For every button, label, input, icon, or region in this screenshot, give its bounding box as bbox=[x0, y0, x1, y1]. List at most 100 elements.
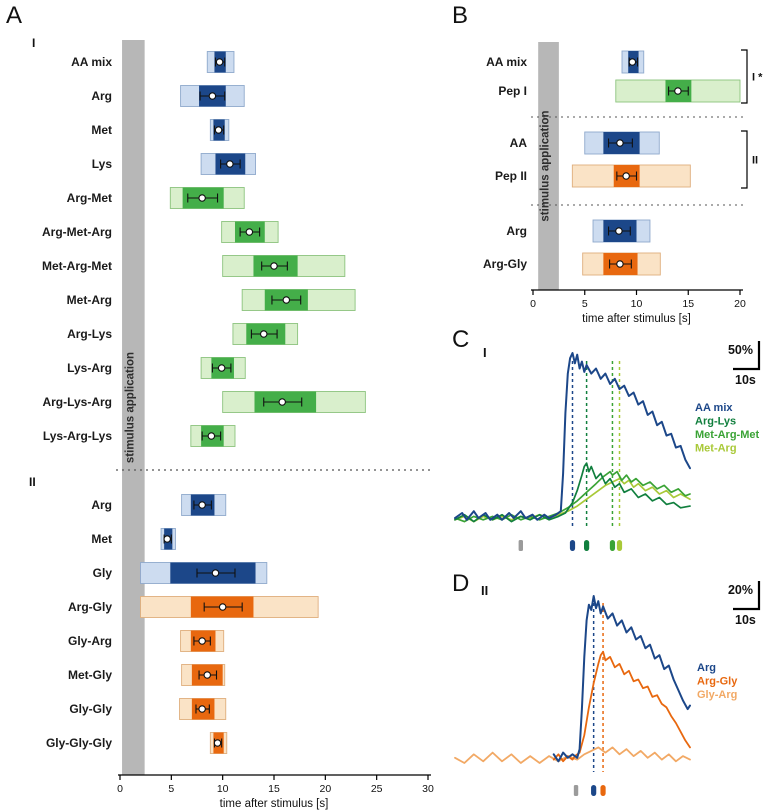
stimulus-time-marker bbox=[573, 785, 579, 796]
peak-time-marker-met-arg bbox=[616, 540, 623, 551]
mean-marker bbox=[198, 501, 206, 509]
section-label: I bbox=[32, 36, 35, 50]
row-label: Arg-Met bbox=[67, 191, 112, 205]
legend-item-arg: Arg bbox=[697, 662, 716, 674]
row-label: Pep II bbox=[495, 169, 527, 183]
mean-marker bbox=[207, 432, 216, 440]
panel-a-letter: A bbox=[6, 2, 23, 29]
peak-time-marker-met-arg-met bbox=[609, 540, 616, 551]
row-label: Lys-Arg-Lys bbox=[43, 429, 112, 443]
row-label: Met-Arg-Met bbox=[42, 259, 112, 273]
boxplot-row: Met-Arg bbox=[67, 289, 356, 311]
row-label: Gly bbox=[93, 566, 113, 580]
bracket-label: I * bbox=[752, 72, 763, 84]
trace-section-label: I bbox=[483, 345, 487, 360]
mean-marker bbox=[616, 260, 624, 268]
boxplot-row: Arg-Gly bbox=[68, 596, 319, 618]
boxplot-row: Gly bbox=[93, 562, 268, 584]
legend-item-gly-arg: Gly-Arg bbox=[697, 689, 737, 701]
boxplot-row: AA bbox=[510, 131, 660, 155]
boxplot-row: Met-Arg-Met bbox=[42, 255, 346, 277]
row-label: AA mix bbox=[486, 55, 527, 69]
stimulus-band-label: stimulus application bbox=[540, 110, 552, 221]
boxplot-row: Gly-Arg bbox=[68, 630, 225, 652]
trace-gly-arg bbox=[454, 746, 691, 764]
row-label: Pep I bbox=[498, 84, 527, 98]
legend-item-met-arg-met: Met-Arg-Met bbox=[695, 429, 759, 441]
row-label: Lys bbox=[92, 157, 113, 171]
row-label: Met-Gly bbox=[68, 668, 112, 682]
row-label: Gly-Arg bbox=[68, 634, 112, 648]
x-axis-tick-label: 10 bbox=[631, 298, 643, 310]
x-axis-label: time after stimulus [s] bbox=[220, 798, 329, 810]
stimulus-time-marker bbox=[518, 540, 523, 551]
trace-aa-mix bbox=[454, 352, 691, 521]
row-label: Gly-Gly-Gly bbox=[46, 736, 112, 750]
mean-marker bbox=[278, 398, 286, 406]
mean-marker bbox=[628, 58, 637, 66]
row-label: Arg-Lys bbox=[67, 327, 112, 341]
peak-time-marker-arg-lys bbox=[584, 540, 590, 551]
row-label: Met bbox=[91, 532, 112, 546]
x-axis-tick-label: 5 bbox=[168, 783, 174, 795]
row-label: Gly-Gly bbox=[69, 702, 112, 716]
x-axis-tick-label: 0 bbox=[117, 783, 123, 795]
row-label: Arg-Gly bbox=[68, 600, 112, 614]
scale-amplitude-label: 20% bbox=[728, 583, 753, 597]
x-axis-tick-label: 20 bbox=[734, 298, 746, 310]
mean-marker bbox=[616, 139, 624, 147]
mean-marker bbox=[282, 296, 291, 304]
row-label: Arg bbox=[91, 89, 112, 103]
mean-marker bbox=[213, 739, 222, 747]
mean-marker bbox=[163, 535, 171, 543]
row-label: AA mix bbox=[71, 55, 112, 69]
mean-marker bbox=[217, 364, 226, 372]
boxplot-row: Arg-Met bbox=[67, 187, 245, 209]
boxplot-row: Gly-Gly-Gly bbox=[46, 732, 228, 754]
mean-marker bbox=[270, 262, 278, 270]
mean-marker bbox=[622, 172, 630, 180]
boxplot-row: Met-Gly bbox=[68, 664, 226, 686]
boxplot-row: Lys bbox=[92, 153, 256, 175]
x-axis-tick-label: 15 bbox=[268, 783, 280, 795]
mean-marker bbox=[259, 330, 268, 338]
boxplot-row: Arg bbox=[91, 85, 245, 107]
scale-time-label: 10s bbox=[735, 613, 756, 627]
boxplot-row: Met bbox=[91, 528, 176, 550]
mean-marker bbox=[215, 58, 224, 66]
panel-a-boxplot-chart: stimulus application I AA mix Arg Met Lys Arg-… bbox=[29, 36, 434, 810]
boxplot-row: Arg bbox=[506, 219, 651, 243]
scale-bar bbox=[733, 581, 761, 611]
peak-time-marker-aa-mix bbox=[569, 540, 576, 551]
boxplot-row: Lys-Arg bbox=[67, 357, 246, 379]
x-axis-tick-label: 20 bbox=[319, 783, 331, 795]
boxplot-row: Arg-Gly bbox=[483, 252, 661, 276]
mean-marker bbox=[211, 569, 220, 577]
boxplot-row: Gly-Gly bbox=[69, 698, 227, 720]
boxplot-row: AA mix bbox=[71, 51, 235, 73]
scale-time-label: 10s bbox=[735, 373, 756, 387]
legend-item-arg-lys: Arg-Lys bbox=[695, 416, 736, 428]
bracket-label: II bbox=[752, 155, 758, 167]
row-label: Arg-Lys-Arg bbox=[42, 395, 112, 409]
peak-time-marker-arg-gly bbox=[600, 785, 606, 796]
x-axis-tick-label: 25 bbox=[371, 783, 383, 795]
mean-marker bbox=[674, 87, 682, 95]
row-label: Arg bbox=[91, 498, 112, 512]
row-label: Met-Arg bbox=[67, 293, 112, 307]
mean-marker bbox=[218, 603, 227, 611]
panel-b-letter: B bbox=[452, 2, 469, 29]
stimulus-application-band bbox=[538, 42, 559, 290]
row-label: Arg bbox=[506, 224, 527, 238]
mean-marker bbox=[226, 160, 234, 168]
comparison-bracket bbox=[741, 130, 748, 189]
boxplot-row: Pep I bbox=[498, 79, 741, 103]
boxplot-row: Met bbox=[91, 119, 230, 141]
mean-marker bbox=[198, 637, 206, 645]
section-label: II bbox=[29, 475, 36, 489]
mean-marker bbox=[208, 92, 217, 100]
x-axis-tick-label: 10 bbox=[217, 783, 229, 795]
row-label: AA bbox=[510, 136, 528, 150]
